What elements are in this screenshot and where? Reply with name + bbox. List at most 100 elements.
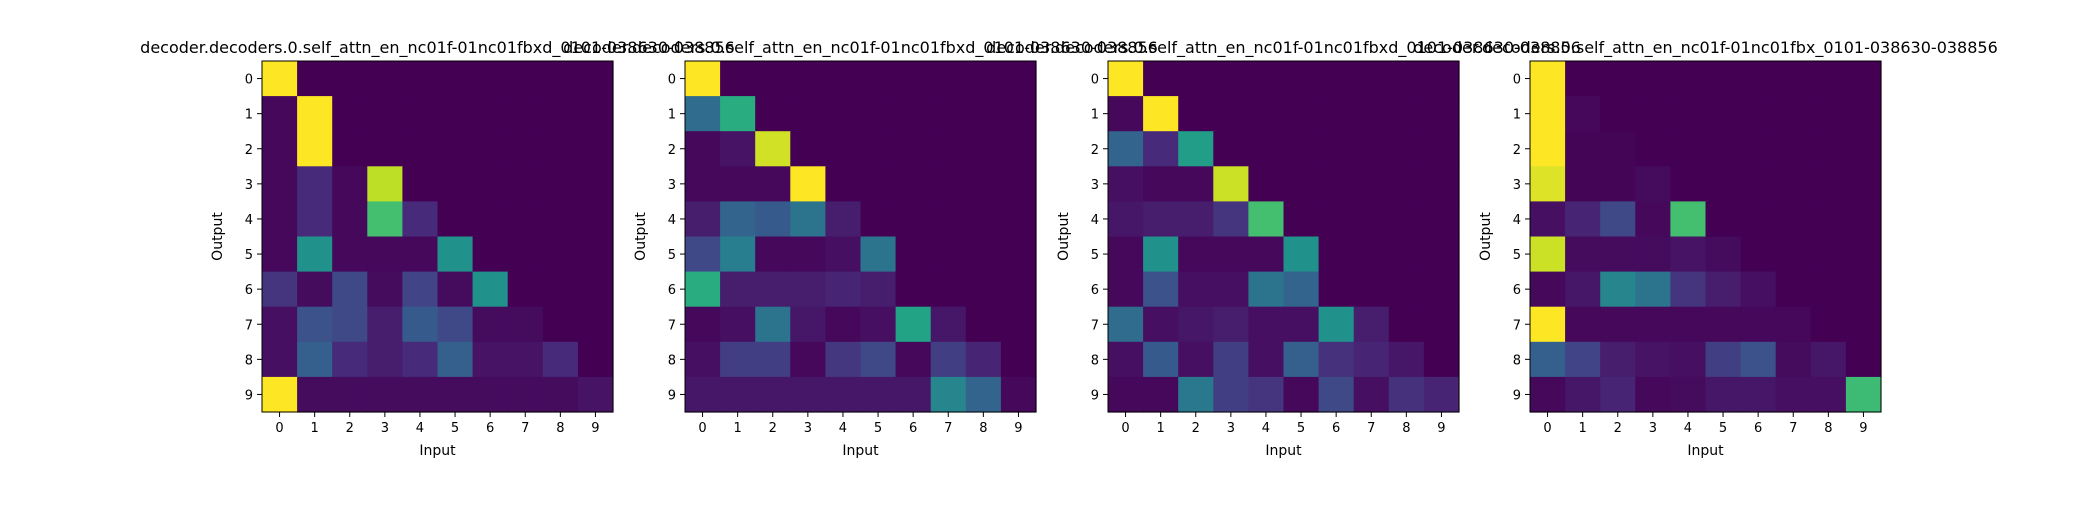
- heatmap-cell: [860, 201, 897, 238]
- heatmap-cell: [860, 96, 897, 132]
- heatmap-cell: [790, 96, 826, 132]
- heatmap-cell: [1283, 166, 1320, 202]
- heatmap-cell: [297, 376, 333, 413]
- heatmap-cell: [1283, 271, 1320, 308]
- heatmap-cell: [1600, 236, 1636, 273]
- y-axis-label: Output: [1478, 212, 1494, 261]
- heatmap-cell: [297, 271, 333, 308]
- heatmap-cell: [1670, 201, 1707, 238]
- heatmap-cell: [1143, 271, 1179, 308]
- heatmap-cell: [860, 236, 897, 273]
- x-tick-label: 9: [1859, 421, 1867, 436]
- x-tick-label: 2: [346, 421, 354, 436]
- heatmap-cell: [1388, 341, 1425, 378]
- heatmap-cell: [1143, 61, 1179, 97]
- heatmap-cell: [1248, 376, 1285, 413]
- heatmap-cell: [1740, 61, 1777, 97]
- heatmap-cell: [965, 201, 1002, 238]
- heatmap-cell: [402, 376, 439, 413]
- heatmap-cell: [685, 271, 721, 308]
- heatmap-cell: [1705, 236, 1742, 273]
- y-tick-label: 6: [668, 283, 676, 298]
- heatmap-cell: [1000, 376, 1037, 413]
- heatmap-cell: [1353, 201, 1390, 238]
- y-tick-label: 9: [245, 388, 253, 403]
- heatmap-cell: [1248, 131, 1285, 167]
- heatmap-cell: [930, 96, 967, 132]
- heatmap-cell: [860, 271, 897, 308]
- heatmap-cell: [402, 306, 439, 343]
- heatmap-cell: [472, 61, 509, 97]
- heatmap-cell: [332, 341, 368, 378]
- heatmap-cell: [1565, 306, 1601, 343]
- heatmap-cell: [1248, 236, 1285, 273]
- heatmap-cell: [1845, 236, 1882, 273]
- heatmap-cell: [1565, 236, 1601, 273]
- heatmap-cell: [577, 131, 614, 167]
- heatmap-cell: [825, 236, 862, 273]
- heatmap-cell: [367, 96, 403, 132]
- heatmap-cell: [1000, 131, 1037, 167]
- heatmap-cell: [1565, 341, 1601, 378]
- x-tick-label: 1: [1157, 421, 1165, 436]
- y-tick-label: 6: [1513, 283, 1521, 298]
- heatmap-cell: [1423, 306, 1460, 343]
- heatmap-cell: [930, 131, 967, 167]
- y-tick-label: 2: [1091, 143, 1099, 158]
- heatmap-cell: [1000, 61, 1037, 97]
- heatmap-cell: [720, 61, 756, 97]
- heatmap-cell: [1775, 131, 1812, 167]
- heatmap-cell: [507, 96, 544, 132]
- heatmap-cell: [1775, 61, 1812, 97]
- heatmap-cell: [1318, 271, 1355, 308]
- heatmap-cell: [402, 271, 439, 308]
- heatmap-cell: [332, 61, 368, 97]
- heatmap-cell: [1178, 96, 1214, 132]
- heatmap-cell: [1423, 166, 1460, 202]
- heatmap-cell: [1810, 376, 1847, 413]
- heatmap-cell: [1318, 96, 1355, 132]
- y-tick-label: 3: [1091, 178, 1099, 193]
- heatmap-cell: [860, 376, 897, 413]
- heatmap-cell: [1635, 341, 1671, 378]
- heatmap-cell: [542, 201, 579, 238]
- heatmap-cell: [1108, 166, 1144, 202]
- heatmap-cell: [367, 271, 403, 308]
- y-tick-label: 5: [1091, 248, 1099, 263]
- heatmap-cell: [1388, 61, 1425, 97]
- heatmap-cell: [367, 376, 403, 413]
- heatmap-cell: [332, 376, 368, 413]
- heatmap-cell: [1600, 306, 1636, 343]
- heatmap-cell: [685, 236, 721, 273]
- heatmap-cell: [542, 236, 579, 273]
- heatmap-cell: [1388, 96, 1425, 132]
- heatmap-cell: [825, 96, 862, 132]
- heatmap-cell: [472, 201, 509, 238]
- heatmap-cell: [1248, 61, 1285, 97]
- chart-title: decoder.decoders.0.self_attn_en_nc01f-01…: [563, 38, 1158, 58]
- heatmap-cell: [1600, 166, 1636, 202]
- x-tick-label: 9: [1014, 421, 1022, 436]
- y-tick-label: 5: [1513, 248, 1521, 263]
- heatmap-cell: [895, 236, 932, 273]
- heatmap-cell: [930, 166, 967, 202]
- heatmap-cell: [1283, 131, 1320, 167]
- x-tick-label: 5: [874, 421, 882, 436]
- heatmap-cell: [1565, 376, 1601, 413]
- heatmap-cell: [577, 341, 614, 378]
- heatmap-cell: [1635, 166, 1671, 202]
- heatmap-cell: [685, 376, 721, 413]
- heatmap-cell: [1318, 201, 1355, 238]
- x-tick-label: 8: [1824, 421, 1832, 436]
- heatmap-cell: [1388, 166, 1425, 202]
- heatmap-cell: [1283, 61, 1320, 97]
- heatmap-cell: [965, 131, 1002, 167]
- heatmap-cell: [1108, 341, 1144, 378]
- heatmap-cell: [1810, 306, 1847, 343]
- heatmap-cell: [1775, 271, 1812, 308]
- heatmap-cell: [1810, 236, 1847, 273]
- y-tick-label: 5: [245, 248, 253, 263]
- x-tick-label: 6: [1754, 421, 1762, 436]
- heatmap-cell: [1705, 131, 1742, 167]
